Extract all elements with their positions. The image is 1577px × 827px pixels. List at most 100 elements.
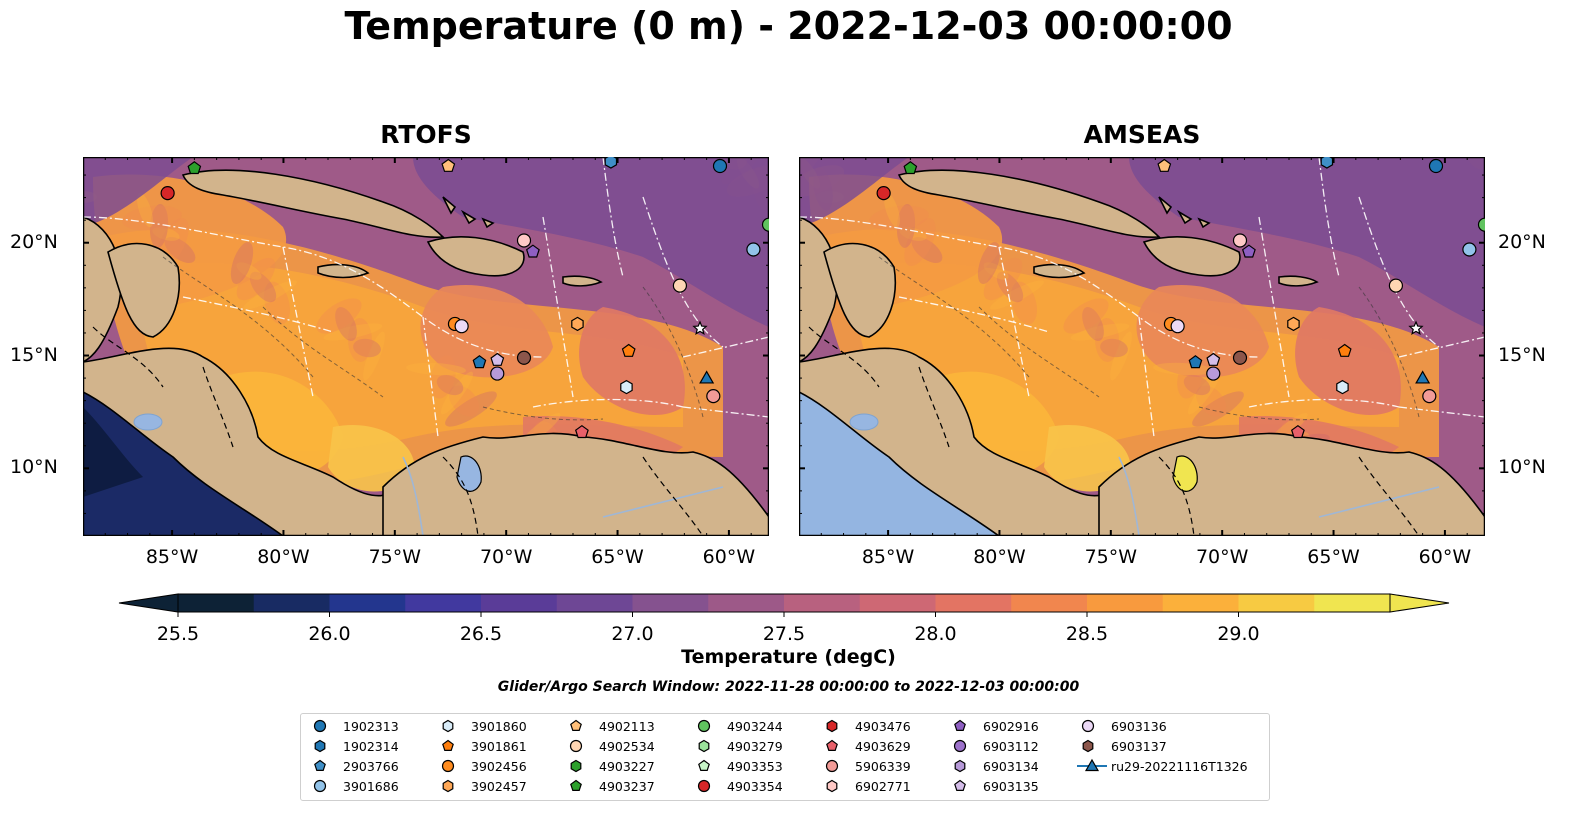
- float-marker: [1337, 343, 1352, 357]
- float-marker: [692, 320, 708, 335]
- eez-boundary: [898, 296, 1050, 333]
- legend-pentagon-icon: [826, 739, 838, 751]
- legend-hexagon-icon: [826, 779, 838, 793]
- colorbar-swatch: [178, 594, 255, 612]
- colorbar-swatch: [1238, 594, 1315, 612]
- float-marker: [903, 161, 918, 175]
- lat-tick-label: 20°N: [10, 230, 58, 253]
- lat-tick-label: 15°N: [10, 343, 58, 366]
- legend-item: 3902457: [437, 777, 527, 795]
- legend-item: 4903354: [693, 777, 783, 795]
- legend-circle-icon: [313, 719, 327, 733]
- legend-item: 4902534: [565, 737, 655, 755]
- lat-tick-label: 20°N: [1498, 230, 1546, 253]
- colorbar-tick-label: 29.0: [1217, 623, 1259, 645]
- legend-label: 4903244: [727, 718, 783, 734]
- land-puerto-rico: [562, 275, 603, 287]
- depth-contour: [1198, 406, 1320, 421]
- eez-boundary: [799, 216, 1260, 358]
- lon-tick-label: 80°W: [257, 546, 310, 568]
- legend-label: 4903353: [727, 758, 783, 774]
- land-hispaniola: [1142, 236, 1241, 277]
- legend-item: 4903244: [693, 717, 783, 735]
- colorbar-swatch: [935, 594, 1012, 612]
- float-marker: [1336, 379, 1349, 395]
- legend-item: 6902916: [949, 717, 1039, 735]
- legend-label: 6903112: [983, 738, 1039, 754]
- legend-label: 1902314: [343, 738, 399, 754]
- legend-pentagon-icon: [570, 779, 582, 791]
- float-marker: [1408, 320, 1424, 335]
- land-central-america: [83, 216, 414, 536]
- colorbar-swatch: [405, 594, 482, 612]
- float-marker: [490, 366, 505, 381]
- float-marker: [1232, 350, 1248, 365]
- legend-pentagon-icon: [314, 759, 326, 771]
- legend-pentagon-icon: [442, 739, 454, 751]
- lon-tick-label: 75°W: [1084, 546, 1138, 568]
- legend-label: 4903237: [599, 778, 655, 794]
- atlantic-water: [1129, 157, 1485, 327]
- legend-circle-icon: [1081, 719, 1095, 733]
- legend-circle-icon: [953, 739, 967, 753]
- colorbar-label: Temperature (degC): [681, 646, 896, 668]
- lon-tick-label: 65°W: [591, 546, 644, 568]
- colorbar-swatch: [708, 594, 785, 612]
- legend-label: 3902457: [471, 778, 527, 794]
- eez-boundary: [602, 157, 624, 278]
- land-bahamas: [442, 196, 495, 229]
- lon-tick-label: 60°W: [702, 546, 756, 568]
- lon-tick-label: 85°W: [861, 546, 915, 568]
- colorbar-extend-max: [1389, 593, 1450, 613]
- float-marker: [490, 352, 505, 366]
- float-marker: [1320, 154, 1334, 169]
- colorbar-swatch: [632, 594, 709, 612]
- legend-label: 6902771: [855, 778, 911, 794]
- float-marker: [525, 244, 540, 258]
- legend-label: ru29-20221116T1326: [1111, 758, 1248, 774]
- map-svg: [82, 154, 777, 537]
- map-frame: [82, 156, 770, 537]
- legend-label: 4903476: [855, 718, 911, 734]
- legend-label: 6903135: [983, 778, 1039, 794]
- float-marker: [1388, 278, 1404, 293]
- legend-hexagon-icon: [698, 739, 710, 753]
- legend-glider-icon: [1084, 758, 1100, 772]
- float-marker: [574, 424, 589, 439]
- ocean-temperature-field: [1295, 307, 1401, 416]
- legend-item: 5906339: [821, 757, 911, 775]
- depth-contour: [1358, 286, 1420, 418]
- land-jamaica: [317, 263, 370, 279]
- lake-nicaragua: [133, 413, 163, 431]
- land-hispaniola: [426, 236, 525, 277]
- colorbar-swatch: [1314, 594, 1391, 612]
- legend-item: 6902771: [821, 777, 911, 795]
- legend-hexagon-icon: [442, 719, 454, 733]
- colorbar-swatch: [253, 594, 330, 612]
- figure-title: Temperature (0 m) - 2022-12-03 00:00:00: [344, 4, 1233, 48]
- colorbar-swatch: [784, 594, 861, 612]
- float-marker: [160, 185, 175, 201]
- legend-item: 1902314: [309, 737, 399, 755]
- float-marker: [1241, 244, 1256, 258]
- float-marker: [1287, 316, 1300, 332]
- legend-item: 4903227: [565, 757, 655, 775]
- colorbar-swatch: [1011, 594, 1088, 612]
- legend-item: 4902113: [565, 717, 655, 735]
- colorbar-tick-label: 28.0: [914, 623, 956, 645]
- legend-item: 3901861: [437, 737, 527, 755]
- legend-label: 3901686: [343, 778, 399, 794]
- float-marker: [1157, 158, 1172, 172]
- ocean-temperature-field: [1044, 425, 1131, 492]
- land-bahamas: [1158, 196, 1211, 229]
- colorbar-swatch: [1162, 594, 1239, 612]
- colorbar-extend-min: [118, 593, 179, 613]
- lon-tick-label: 70°W: [479, 546, 533, 568]
- legend-circle-icon: [825, 759, 839, 773]
- ocean-temperature-field: [579, 307, 685, 416]
- eez-boundary: [422, 316, 439, 438]
- land-south-america: [1098, 432, 1485, 536]
- panel-title-rtofs: RTOFS: [380, 120, 472, 149]
- legend-item: 4903353: [693, 757, 783, 775]
- float-marker: [1170, 319, 1185, 334]
